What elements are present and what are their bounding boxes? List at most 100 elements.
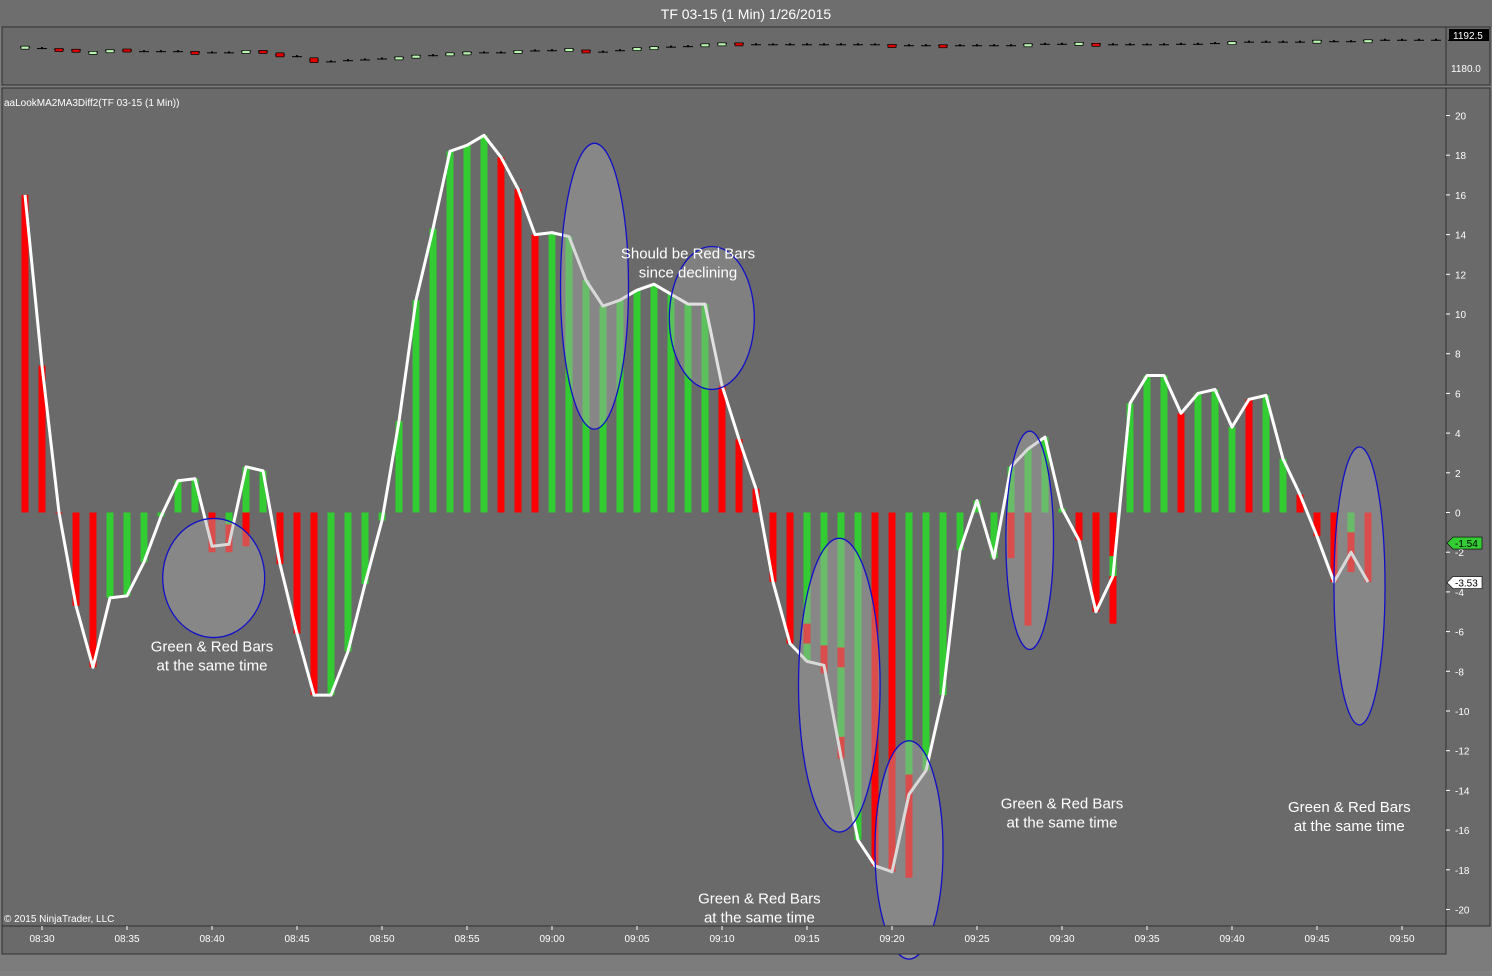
indicator-overlay-bar	[837, 736, 845, 759]
indicator-bar	[701, 304, 709, 513]
price-bar	[1363, 39, 1373, 44]
indicator-bar	[599, 306, 607, 513]
price-bar	[241, 50, 251, 54]
indicator-bar	[633, 290, 641, 513]
annotation-text: since declining	[639, 264, 737, 281]
indicator-overlay-bar	[905, 774, 913, 878]
price-bar	[88, 51, 98, 55]
y-tick-label: 20	[1455, 112, 1467, 123]
price-bar	[1312, 39, 1322, 44]
y-tick-label: 12	[1455, 270, 1467, 281]
indicator-label: aaLookMA2MA3Diff2(TF 03-15 (1 Min))	[4, 98, 179, 109]
indicator-bar	[310, 512, 318, 696]
x-tick-label: 09:40	[1219, 934, 1244, 945]
indicator-bar	[565, 236, 573, 513]
price-bar	[789, 43, 791, 46]
annotation-text: Green & Red Bars	[151, 638, 274, 655]
price-bar	[500, 51, 502, 54]
indicator-bar	[735, 439, 743, 513]
time-axis-ticks: 08:30 08:35 08:40 08:45 08:50 08:55 09:00 09:05…	[29, 926, 1415, 945]
indicator-bar	[1024, 448, 1032, 513]
indicator-bar	[446, 151, 454, 513]
indicator-bar	[1177, 413, 1185, 513]
x-tick-label: 08:50	[369, 934, 394, 945]
price-bar	[551, 49, 553, 52]
x-tick-label: 08:35	[114, 934, 139, 945]
annotation-text: Should be Red Bars	[621, 245, 755, 262]
price-bar	[275, 52, 285, 58]
price-bar	[1163, 43, 1165, 46]
last-price-marker	[1449, 29, 1489, 41]
value-labels: -1.54 -3.53	[1446, 536, 1483, 590]
annotation-ellipse	[1005, 430, 1055, 651]
price-bar	[211, 51, 213, 54]
price-bar	[347, 59, 349, 62]
price-bar	[1350, 40, 1352, 43]
indicator-bar	[1313, 512, 1321, 537]
indicator-bar	[429, 228, 437, 513]
price-bar	[1401, 38, 1403, 41]
price-bar	[649, 46, 659, 51]
price-panel	[1, 26, 1447, 86]
price-bar	[330, 60, 332, 63]
price-bar	[1061, 42, 1063, 45]
annotation-ellipse	[162, 517, 266, 639]
x-tick-label: 09:25	[964, 934, 989, 945]
price-bar	[806, 43, 808, 46]
indicator-bar	[990, 512, 998, 559]
y-tick-label: 16	[1455, 191, 1467, 202]
y-tick-label: -16	[1455, 826, 1470, 837]
price-bar	[1214, 42, 1216, 45]
indicator-bar	[38, 365, 46, 513]
indicator-bar	[616, 300, 624, 513]
indicator-bar	[1160, 375, 1168, 513]
x-tick-label: 09:00	[539, 934, 564, 945]
y-tick-label: -4	[1455, 588, 1464, 599]
annotation-text: at the same time	[1007, 814, 1118, 831]
price-bar	[1248, 40, 1250, 43]
last-price-label: 1192.5	[1453, 31, 1483, 42]
indicator-bar	[1092, 512, 1100, 612]
price-bar	[938, 44, 948, 49]
indicator-overlay-bar	[888, 851, 896, 872]
price-bar	[41, 47, 43, 50]
x-tick-label: 08:40	[199, 934, 224, 945]
price-bar	[1227, 41, 1237, 46]
y-tick-label: -8	[1455, 667, 1464, 678]
indicator-bar	[1296, 494, 1304, 513]
indicator-bar	[242, 466, 250, 513]
price-bar	[908, 44, 910, 47]
value-label-text: -3.53	[1455, 579, 1478, 590]
y-tick-label: 14	[1455, 231, 1467, 242]
price-bar	[432, 54, 434, 57]
y-tick-label: -14	[1455, 786, 1470, 797]
indicator-bar	[973, 500, 981, 513]
price-bar	[1418, 38, 1420, 41]
indicator-bar	[1126, 403, 1134, 513]
indicator-bar	[140, 512, 148, 563]
indicator-bar	[1262, 395, 1270, 513]
indicator-bar	[769, 512, 777, 582]
indicator-bar	[463, 145, 471, 513]
y-tick-label: -20	[1455, 906, 1470, 917]
annotation-ellipse	[1333, 446, 1386, 726]
price-bar	[483, 51, 485, 54]
indicator-bar	[1041, 437, 1049, 513]
annotation-text: at the same time	[1294, 818, 1405, 835]
price-bar	[1197, 42, 1199, 45]
indicator-bar	[905, 512, 913, 795]
indicator-bar	[667, 294, 675, 513]
x-tick-label: 09:20	[879, 934, 904, 945]
price-bar	[632, 47, 642, 51]
indicator-bar	[89, 512, 97, 668]
indicator-bar	[803, 512, 811, 662]
indicator-bar	[191, 478, 199, 513]
indicator-bar	[480, 135, 488, 513]
x-tick-label: 09:05	[624, 934, 649, 945]
x-tick-label: 09:15	[794, 934, 819, 945]
price-bar	[296, 55, 298, 58]
price-bar	[462, 51, 472, 56]
y-tick-label: 18	[1455, 151, 1467, 162]
indicator-bar	[497, 157, 505, 513]
indicator-overlay-bar	[820, 645, 828, 674]
